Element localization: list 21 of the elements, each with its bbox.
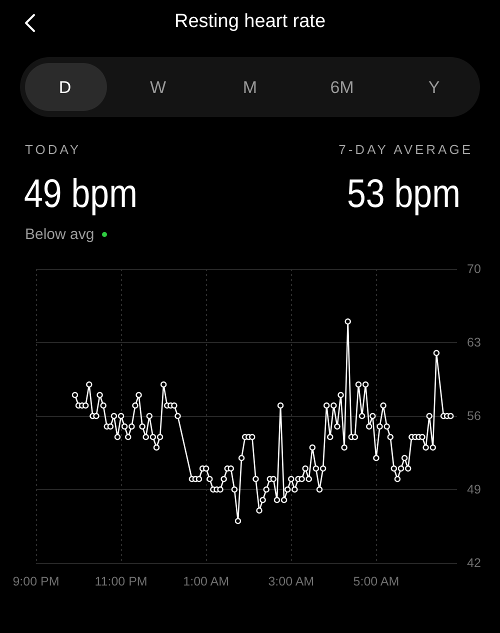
- text: Y: [427, 78, 441, 98]
- y-tick-label: 42: [467, 556, 481, 570]
- text: Below avg: [25, 226, 94, 243]
- y-tick-label: 63: [467, 336, 481, 350]
- x-tick-label: 1:00 AM: [183, 574, 230, 588]
- x-tick-label: 3:00 AM: [268, 574, 314, 588]
- x-tick-label: 11:00 PM: [94, 574, 148, 588]
- text: 49 bpm: [24, 172, 138, 217]
- text: 7-DAY AVERAGE: [338, 142, 473, 157]
- chart-title: Resting heart rate: [173, 11, 327, 33]
- text: TODAY: [25, 142, 82, 157]
- text: 6M: [329, 78, 355, 98]
- y-tick-label: 70: [467, 262, 481, 276]
- x-tick-label: 5:00 AM: [353, 574, 400, 588]
- text: W: [148, 78, 168, 98]
- y-tick-label: 56: [467, 409, 481, 423]
- text: D: [58, 78, 72, 98]
- text: M: [242, 78, 258, 98]
- x-tick-label: 9:00 PM: [12, 574, 60, 588]
- y-tick-label: 49: [467, 482, 481, 496]
- text: 53 bpm: [346, 172, 460, 217]
